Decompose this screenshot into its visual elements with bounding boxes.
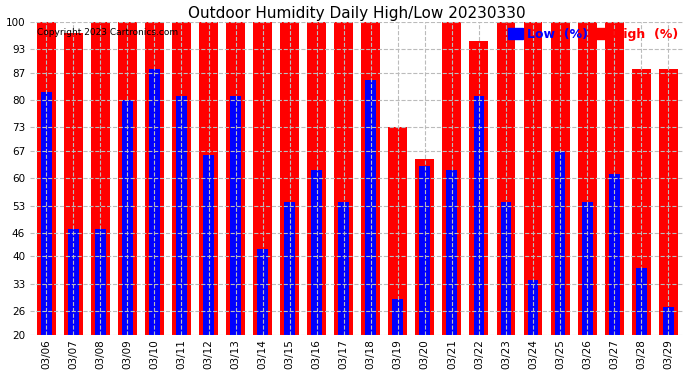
Bar <box>91 22 110 335</box>
Bar <box>64 33 83 335</box>
Bar <box>388 128 407 335</box>
Bar <box>145 22 164 335</box>
Bar <box>632 69 651 335</box>
Bar <box>551 22 569 335</box>
Bar <box>497 22 515 335</box>
Bar <box>524 22 542 335</box>
Bar <box>555 151 566 335</box>
Bar <box>582 202 593 335</box>
Bar <box>659 69 678 335</box>
Legend: Low  (%), High  (%): Low (%), High (%) <box>509 28 678 41</box>
Bar <box>41 92 52 335</box>
Bar <box>203 155 214 335</box>
Bar <box>226 22 245 335</box>
Bar <box>118 22 137 335</box>
Bar <box>420 166 431 335</box>
Bar <box>230 96 241 335</box>
Title: Outdoor Humidity Daily High/Low 20230330: Outdoor Humidity Daily High/Low 20230330 <box>188 6 526 21</box>
Bar <box>307 22 326 335</box>
Bar <box>95 229 106 335</box>
Bar <box>311 170 322 335</box>
Bar <box>334 22 353 335</box>
Bar <box>500 202 511 335</box>
Bar <box>604 22 624 335</box>
Bar <box>415 159 434 335</box>
Bar <box>469 41 489 335</box>
Bar <box>280 22 299 335</box>
Bar <box>199 22 218 335</box>
Bar <box>635 268 647 335</box>
Bar <box>172 22 191 335</box>
Bar <box>442 22 462 335</box>
Bar <box>393 300 403 335</box>
Bar <box>68 229 79 335</box>
Bar <box>663 308 673 335</box>
Bar <box>284 202 295 335</box>
Bar <box>37 22 56 335</box>
Bar <box>578 22 597 335</box>
Bar <box>362 22 380 335</box>
Bar <box>253 22 272 335</box>
Bar <box>609 174 620 335</box>
Bar <box>149 69 160 335</box>
Bar <box>473 96 484 335</box>
Bar <box>446 170 457 335</box>
Bar <box>257 249 268 335</box>
Bar <box>528 280 538 335</box>
Bar <box>122 100 132 335</box>
Bar <box>338 202 349 335</box>
Bar <box>366 80 376 335</box>
Text: Copyright 2023 Cartronics.com: Copyright 2023 Cartronics.com <box>37 28 178 37</box>
Bar <box>176 96 187 335</box>
